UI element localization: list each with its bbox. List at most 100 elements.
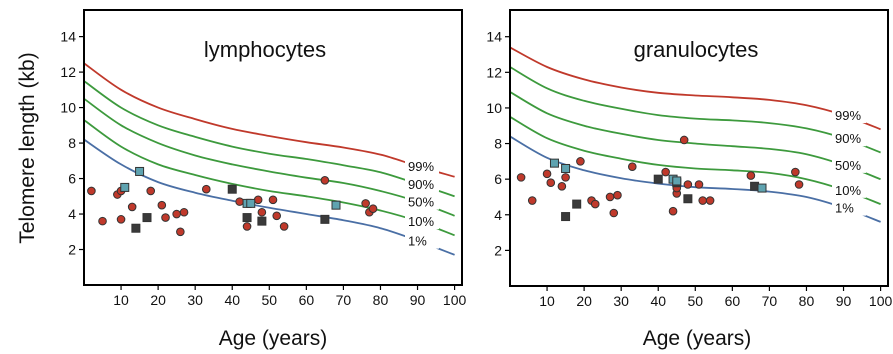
curve-label: 99% [835, 108, 861, 123]
x-tick-label: 70 [762, 293, 778, 309]
x-tick-label: 50 [262, 292, 278, 308]
data-point-circle [179, 207, 189, 217]
percentile-curves [510, 46, 881, 223]
data-point-square [672, 176, 682, 186]
data-point-square [549, 158, 559, 168]
x-tick-label: 80 [373, 292, 389, 308]
x-tick-label: 30 [613, 293, 629, 309]
data-point-circle [613, 190, 622, 200]
data-point-square [683, 194, 693, 204]
data-point-circle [279, 222, 289, 231]
data-point-square [257, 216, 267, 226]
y-tick-label: 12 [486, 64, 502, 80]
x-axis-label: Age (years) [643, 327, 752, 350]
curve-label: 1% [835, 201, 854, 216]
curve-label: 1% [408, 234, 427, 249]
plot-frame [509, 9, 889, 287]
data-point-circle [605, 192, 615, 202]
data-point-circle [794, 180, 804, 189]
data-point-circle [368, 204, 378, 214]
data-point-circle [542, 169, 552, 179]
data-point-circle [561, 173, 570, 182]
percentile-curve [84, 138, 455, 256]
data-point-circle [176, 227, 185, 237]
curve-label: 10% [835, 183, 861, 198]
data-point-circle [98, 216, 107, 226]
curve-label: 90% [835, 131, 861, 146]
data-point-square [561, 163, 571, 173]
x-tick-label: 10 [113, 292, 129, 308]
percentile-curve [84, 62, 455, 178]
data-point-circle [679, 135, 689, 145]
percentile-curve [510, 91, 881, 181]
data-point-circle [590, 199, 600, 209]
data-point-circle [791, 167, 800, 177]
data-point-circle [361, 199, 370, 208]
percentile-curves [84, 62, 455, 256]
y-tick-label: 2 [68, 242, 76, 258]
percentile-curve [510, 135, 881, 223]
data-point-circle [546, 178, 556, 188]
y-tick-label: 8 [68, 135, 76, 151]
data-point-square [246, 198, 256, 208]
data-point-circle [698, 196, 708, 205]
curve-label: 90% [408, 177, 434, 192]
data-point-circle [242, 222, 252, 231]
data-point-circle [576, 157, 585, 166]
data-point-circle [268, 195, 278, 205]
y-tick-label: 10 [60, 100, 76, 116]
data-point-circle [668, 206, 678, 216]
plot-frame [83, 9, 463, 286]
x-tick-label: 90 [836, 293, 852, 309]
data-point-circle [272, 211, 282, 221]
data-point-square [320, 214, 330, 224]
x-tick-label: 60 [725, 293, 741, 309]
y-tick-label: 6 [494, 171, 502, 187]
y-tick-label: 14 [486, 29, 502, 45]
y-axis-label: Telomere length (kb) [16, 52, 39, 243]
data-point-circle [127, 202, 137, 212]
y-tick-label: 10 [486, 100, 502, 116]
data-point-circle [201, 184, 211, 194]
data-point-circle [253, 195, 263, 205]
data-point-circle [161, 213, 170, 222]
curve-label: 99% [408, 159, 434, 174]
data-point-circle [157, 200, 167, 210]
curve-label: 50% [835, 158, 861, 173]
data-point-square [331, 200, 341, 210]
x-tick-label: 60 [299, 292, 315, 308]
data-point-circle [746, 171, 756, 180]
percentile-curve [84, 97, 455, 217]
data-point-circle [627, 162, 637, 171]
data-point-circle [557, 181, 567, 191]
data-point-square [757, 183, 767, 193]
data-point-square [750, 181, 760, 191]
data-point-circle [516, 173, 526, 182]
percentile-curve [510, 66, 881, 154]
y-tick-label: 6 [68, 171, 76, 187]
x-tick-label: 80 [799, 293, 815, 309]
data-point-circle [116, 215, 126, 224]
curve-label: 10% [408, 214, 434, 229]
data-point-square [653, 174, 663, 184]
data-point-circle [609, 208, 619, 218]
data-point-square [120, 182, 130, 192]
panel-title: granulocytes [634, 37, 759, 62]
data-point-circle [661, 167, 670, 177]
data-point-square [561, 212, 571, 222]
data-points [87, 166, 378, 237]
data-point-square [227, 184, 237, 194]
curve-label: 50% [408, 195, 434, 210]
x-tick-label: 10 [539, 293, 555, 309]
x-axis-label: Age (years) [219, 327, 328, 350]
lymphocytes-panel: 99% 90% 50% 10% 1% 10 20 30 40 50 60 70 80 90 100 2 4 6 8 1… [60, 9, 466, 350]
x-tick-label: 40 [224, 292, 240, 308]
x-tick-label: 70 [336, 292, 352, 308]
data-points [516, 135, 804, 222]
x-tick-label: 40 [650, 293, 666, 309]
data-point-circle [257, 207, 267, 217]
x-tick-label: 50 [688, 293, 704, 309]
data-point-square [135, 166, 145, 176]
data-point-square [572, 199, 582, 209]
